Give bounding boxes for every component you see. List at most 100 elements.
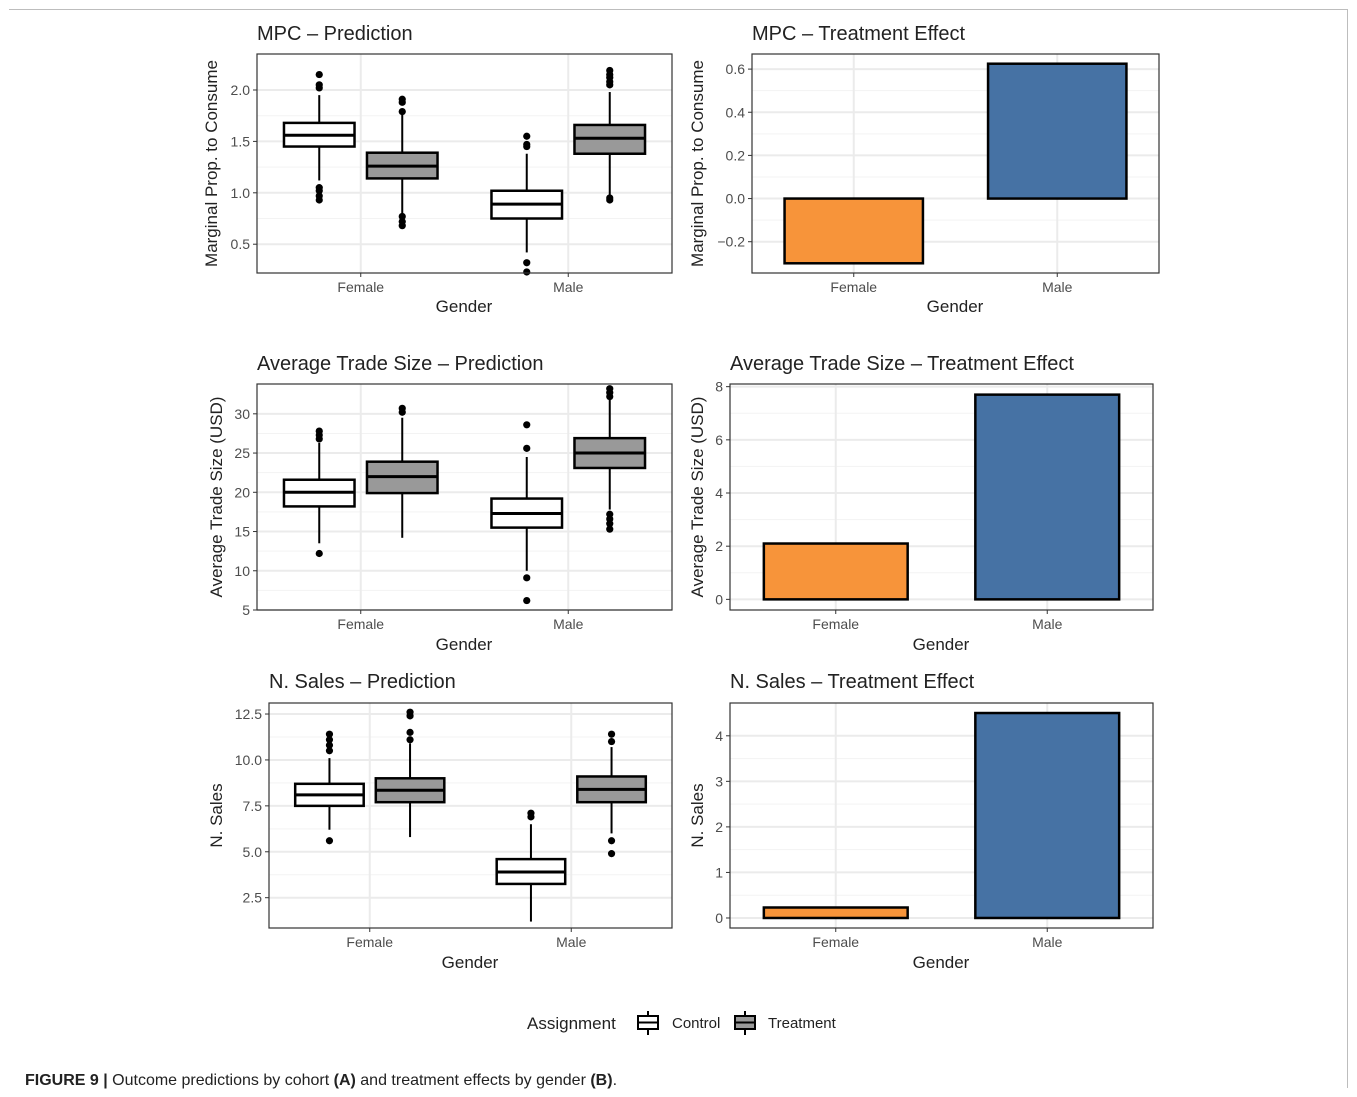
x-tick-label: Male [553,279,584,295]
outlier-point [523,132,531,140]
outlier-point [527,809,535,817]
chart-title: N. Sales – Treatment Effect [730,671,975,693]
x-axis-label: Gender [927,297,984,316]
y-tick-label: 25 [234,445,250,461]
figure-frame [9,9,1348,1088]
y-tick-label: 0.5 [231,236,251,252]
plot-border [256,53,673,274]
legend-item-control: Control [637,1011,720,1035]
outlier-point [315,549,323,558]
box-control-male [495,809,567,922]
y-tick-label: 7.5 [243,798,263,814]
y-tick-label: 2.5 [243,890,263,906]
outlier-point [607,737,616,746]
y-tick-label: 15 [234,524,250,540]
x-axis-label: Gender [913,953,970,972]
y-tick-label: 10 [234,563,250,579]
x-tick-label: Female [812,934,859,950]
outlier-point [523,259,531,267]
chart-mpc-te: −0.2 0.0 0.2 0.4 0.6 Female Male MPC – Treatmen… [688,23,1160,316]
y-tick-label: 10.0 [235,752,262,768]
outlier-point [325,837,334,845]
y-tick-label: 1 [715,864,723,880]
bar-female [783,197,925,265]
y-tick-label: −0.2 [717,234,745,250]
outlier-point [606,525,614,533]
outlier-point [607,730,616,738]
outlier-point [398,217,406,226]
bar-male [986,62,1128,200]
x-tick-label: Female [346,934,393,950]
outlier-point [606,66,614,75]
outlier-point [523,140,531,149]
x-tick-label: Female [337,279,384,295]
box-treatment-female [374,708,446,838]
legend-item-treatment: Treatment [734,1011,837,1035]
caption-text-3: . [612,1072,618,1089]
outlier-point [398,95,406,103]
outlier-point [315,427,323,435]
y-tick-label: 1.5 [231,133,251,149]
outlier-point [606,194,614,202]
y-tick-label: 8 [715,379,723,395]
x-axis-label: Gender [436,635,493,654]
caption-ref-b: (B) [590,1072,613,1089]
chart-sales-pred: 2.5 5.0 7.5 10.0 12.5 Female Male N. Sales – Pr… [207,671,673,972]
outlier-point [406,708,414,716]
plot-border [256,383,673,611]
y-tick-label: 4 [715,485,723,501]
box-treatment-male [573,385,647,533]
outlier-point [406,728,414,736]
outlier-point [315,192,323,200]
bar-male [974,393,1121,601]
y-tick-label: 3 [715,773,723,789]
outlier-point [398,107,406,116]
x-tick-label: Male [1042,279,1073,295]
y-tick-label: 4 [715,728,723,744]
box-control-male [490,132,564,276]
x-axis-label: Gender [913,635,970,654]
chart-sales-te: 0 1 2 3 4 Female Male N. Sales – Treatment Effe… [688,671,1154,972]
y-tick-label: 1.0 [231,185,251,201]
outlier-point [606,510,614,518]
x-axis-label: Gender [442,953,499,972]
chart-title: N. Sales – Prediction [269,671,456,693]
y-tick-label: 0.0 [726,191,746,207]
y-axis-label: Average Trade Size (USD) [688,397,707,598]
x-tick-label: Female [830,279,877,295]
y-tick-label: 0 [715,591,723,607]
plot-border [729,383,1154,611]
figure-caption: FIGURE 9 | Outcome predictions by cohort… [25,1072,617,1090]
plot-border [729,702,1154,929]
outlier-point [325,730,334,738]
y-tick-label: 20 [234,484,250,500]
y-tick-label: 5.0 [243,844,263,860]
outlier-point [406,736,414,744]
chart-title: Average Trade Size – Prediction [257,353,543,375]
box-control-female [293,730,365,845]
caption-text-1: Outcome predictions by cohort [107,1072,334,1089]
plot-border [268,702,673,929]
y-tick-label: 0.2 [726,147,746,163]
caption-label: FIGURE 9 | [25,1072,108,1089]
caption-text-2: and treatment effects by gender [355,1072,591,1089]
outlier-point [607,837,616,845]
y-tick-label: 0.6 [726,61,746,77]
plot-border [751,53,1160,274]
legend-label: Control [672,1015,720,1032]
y-axis-label: Average Trade Size (USD) [207,397,226,598]
caption-ref-a: (A) [333,1072,356,1089]
box-treatment-female [365,95,439,230]
chart-title: MPC – Prediction [257,23,413,45]
x-tick-label: Male [1032,934,1063,950]
y-tick-label: 0 [715,910,723,926]
legend-title: Assignment [527,1014,616,1033]
box-control-female [282,70,356,204]
legend: Assignment Control Treatment [527,1011,837,1035]
outlier-point [315,70,323,79]
x-tick-label: Female [337,616,384,632]
y-tick-label: 0.4 [726,104,746,120]
y-tick-label: 2.0 [231,82,251,98]
figure-svg: 0.5 1.0 1.5 2.0 Female Male MPC – Prediction Ge… [202,23,1160,1035]
box-control-female [282,427,356,558]
